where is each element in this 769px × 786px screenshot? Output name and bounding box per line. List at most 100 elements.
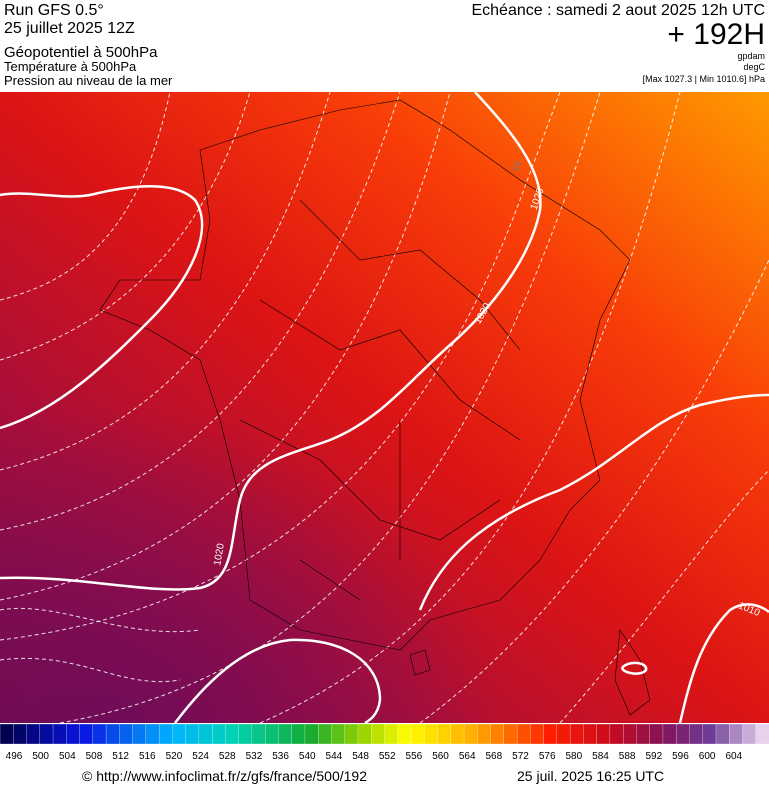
colorbar-swatch: [132, 723, 147, 745]
colorbar-label: 572: [512, 751, 529, 762]
subtitle: Pression au niveau de la mer: [4, 73, 173, 88]
colorbar-label: 536: [272, 751, 289, 762]
colorbar-swatch: [79, 723, 94, 745]
colorbar-label: 508: [86, 751, 103, 762]
colorbar-label: 516: [139, 751, 156, 762]
colorbar-label: 576: [539, 751, 556, 762]
pressure-contours: [0, 91, 769, 725]
colorbar-swatch: [569, 723, 584, 745]
colorbar-swatch: [185, 723, 200, 745]
colorbar-swatch: [357, 723, 372, 745]
colorbar-label: 604: [725, 751, 742, 762]
colorbar-swatch: [490, 723, 505, 745]
colorbar-swatch: [623, 723, 637, 745]
colorbar-label: 504: [59, 751, 76, 762]
colorbar-swatch: [158, 723, 173, 745]
colorbar-label: 548: [352, 751, 369, 762]
run: Run GFS 0.5°: [4, 2, 104, 19]
valid-time: Echéance : samedi 2 aout 2025 12h UTC: [471, 2, 765, 19]
colorbar-swatch: [26, 723, 41, 745]
colorbar-swatch: [318, 723, 332, 745]
colorbar-swatch: [556, 723, 571, 745]
colorbar-label: 568: [486, 751, 503, 762]
colorbar-label: 584: [592, 751, 609, 762]
colorbar-swatch: [530, 723, 545, 745]
colorbar-swatch: [238, 723, 253, 745]
colorbar-swatch: [410, 723, 425, 745]
colorbar-swatch: [596, 723, 611, 745]
colorbar-label: 528: [219, 751, 236, 762]
colorbar-label: 552: [379, 751, 396, 762]
colorbar-swatch: [676, 723, 690, 745]
colorbar-swatch: [278, 723, 293, 745]
subtitle: Température à 500hPa: [4, 59, 137, 74]
source-url: © http://www.infoclimat.fr/z/gfs/france/…: [82, 768, 367, 784]
colorbar-swatch: [742, 723, 757, 745]
colorbar-swatch: [52, 723, 67, 745]
colorbar-label: 524: [192, 751, 209, 762]
colorbar-swatch: [384, 723, 399, 745]
colorbar-swatch: [172, 723, 187, 745]
colorbar-label: 564: [459, 751, 476, 762]
colorbar-label: 532: [246, 751, 263, 762]
colorbar-swatch: [516, 723, 531, 745]
colorbar-label: 600: [699, 751, 716, 762]
colorbar-label: 512: [112, 751, 129, 762]
lead-time: + 192H: [667, 18, 765, 51]
colorbar-label: 596: [672, 751, 689, 762]
colorbar-swatch: [662, 723, 677, 745]
colorbar: 496 500 504 508 512 516 520 524 528 532 536 540 544 5…: [0, 723, 769, 762]
pressure-range: [Max 1027.3 | Min 1010.6] hPa: [643, 74, 765, 84]
timestamp: 25 juil. 2025 16:25 UTC: [517, 768, 664, 784]
colorbar-swatch: [225, 723, 240, 745]
colorbar-swatch: [198, 723, 213, 745]
colorbar-label: 520: [166, 751, 183, 762]
colorbar-swatch: [105, 723, 120, 745]
colorbar-swatch: [477, 723, 492, 745]
colorbar-swatch: [265, 723, 279, 745]
colorbar-swatch: [583, 723, 598, 745]
colorbar-label: 556: [406, 751, 423, 762]
colorbar-swatch: [424, 723, 438, 745]
colorbar-swatch: [450, 723, 465, 745]
colorbar-swatch: [331, 723, 346, 745]
colorbar-swatch: [371, 723, 385, 745]
dashed-isolines: [0, 91, 769, 724]
colorbar-swatch: [251, 723, 266, 745]
colorbar-swatch: [13, 723, 27, 745]
unit: gpdam: [737, 51, 765, 61]
colorbar-label: 592: [645, 751, 662, 762]
colorbar-label: 544: [326, 751, 343, 762]
colorbar-swatch: [211, 723, 226, 745]
colorbar-swatch: [0, 723, 14, 745]
colorbar-swatch: [649, 723, 664, 745]
colorbar-swatch: [291, 723, 306, 745]
footer: © http://www.infoclimat.fr/z/gfs/france/…: [82, 768, 664, 784]
colorbar-label: 560: [432, 751, 449, 762]
colorbar-label: 500: [32, 751, 49, 762]
colorbar-swatch: [463, 723, 478, 745]
colorbar-swatch: [344, 723, 359, 745]
contour-label: 1020: [212, 542, 227, 566]
colorbar-swatch: [636, 723, 651, 745]
colorbar-swatch: [715, 723, 730, 745]
colorbar-swatch: [304, 723, 319, 745]
colorbar-swatch: [437, 723, 452, 745]
colorbar-label: 496: [6, 751, 23, 762]
header: Run GFS 0.5° 25 juillet 2025 12Z Géopote…: [4, 2, 766, 88]
colorbar-label: 540: [299, 751, 316, 762]
unit: degC: [743, 62, 765, 72]
colorbar-swatch: [755, 723, 769, 745]
colorbar-swatch: [729, 723, 743, 745]
colorbar-swatch: [145, 723, 160, 745]
colorbar-swatch: [119, 723, 134, 745]
colorbar-swatch: [397, 723, 412, 745]
colorbar-swatch: [543, 723, 558, 745]
contour-label: 16: [509, 159, 524, 175]
colorbar-swatch: [39, 723, 54, 745]
colorbar-swatch: [609, 723, 624, 745]
colorbar-swatch: [689, 723, 704, 745]
run-date: 25 juillet 2025 12Z: [4, 20, 135, 37]
colorbar-swatch: [503, 723, 518, 745]
